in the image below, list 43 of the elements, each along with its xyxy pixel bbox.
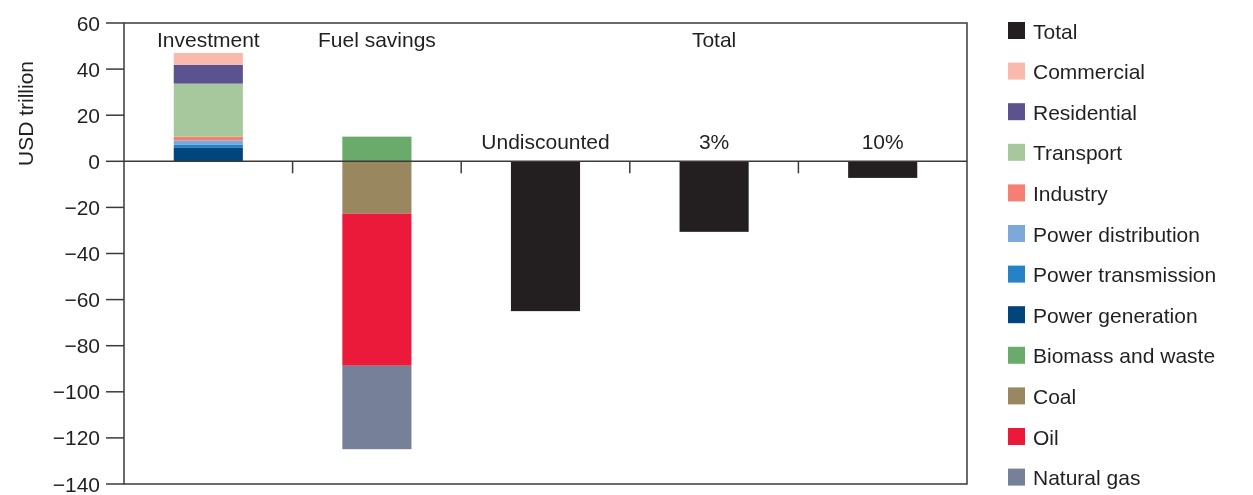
y-tick-label: 20 bbox=[76, 103, 100, 127]
x-tick-label: Fuel savings bbox=[317, 28, 436, 51]
bar bbox=[173, 64, 243, 84]
y-axis-title: USD trillion bbox=[14, 60, 37, 167]
bar bbox=[342, 365, 412, 450]
bar bbox=[342, 161, 412, 214]
y-tick-label: −20 bbox=[64, 195, 100, 219]
bar bbox=[679, 161, 749, 232]
legend-label: Power transmission bbox=[1033, 263, 1217, 287]
bar bbox=[342, 213, 412, 366]
x-tick-label: 10% bbox=[861, 130, 904, 154]
bar bbox=[173, 83, 243, 137]
y-tick-label: −100 bbox=[52, 380, 100, 404]
y-tick-label: −140 bbox=[52, 472, 100, 495]
bar bbox=[173, 52, 243, 65]
x-tick-label: Undiscounted bbox=[481, 130, 610, 154]
y-tick-label: 0 bbox=[88, 149, 100, 173]
legend-label: Total bbox=[1033, 19, 1078, 43]
y-tick-label: 40 bbox=[76, 57, 100, 81]
y-tick-label: −80 bbox=[64, 334, 100, 358]
legend-label: Industry bbox=[1033, 181, 1109, 205]
y-tick-label: −60 bbox=[64, 288, 100, 312]
legend-label: Power distribution bbox=[1033, 222, 1200, 246]
y-tick-label: −120 bbox=[52, 426, 100, 450]
y-tick-label: 60 bbox=[76, 11, 100, 35]
bar bbox=[173, 140, 243, 145]
legend-label: Natural gas bbox=[1033, 466, 1141, 490]
legend-label: Commercial bbox=[1033, 60, 1146, 84]
x-tick-label: 3% bbox=[698, 130, 730, 154]
legend-label: Power generation bbox=[1033, 303, 1198, 327]
annotation: Total bbox=[691, 28, 737, 51]
bar bbox=[510, 161, 581, 312]
bar bbox=[173, 144, 243, 148]
legend-label: Residential bbox=[1033, 100, 1137, 124]
bar bbox=[342, 136, 412, 162]
legend-label: Oil bbox=[1033, 425, 1059, 449]
y-tick-label: −40 bbox=[64, 242, 100, 265]
legend-label: Coal bbox=[1033, 384, 1077, 408]
legend-label: Transport bbox=[1033, 141, 1123, 165]
legend-label: Biomass and waste bbox=[1033, 344, 1216, 368]
bar bbox=[848, 161, 918, 178]
x-tick-label: Investment bbox=[156, 28, 260, 51]
bar bbox=[173, 147, 243, 162]
